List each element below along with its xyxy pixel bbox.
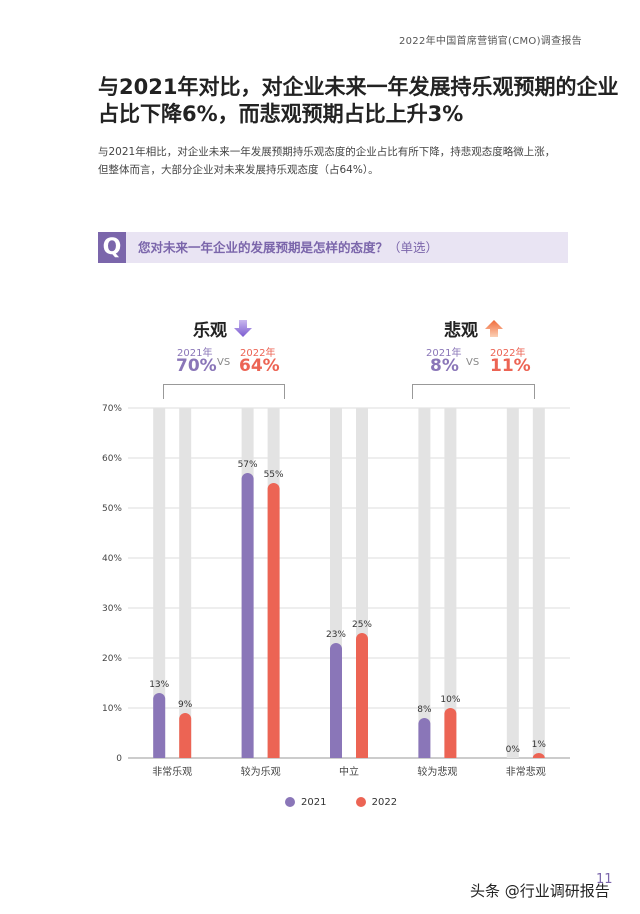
optimistic-heading: 乐观 xyxy=(193,316,253,341)
y-tick-label: 40% xyxy=(102,554,122,564)
bar-2021 xyxy=(418,718,431,758)
bar-2022 xyxy=(532,753,545,758)
legend-label-2021: 2021 xyxy=(301,797,327,808)
legend-item-2022: 2022 xyxy=(355,797,398,808)
page-number: 11 xyxy=(596,872,613,887)
x-category-label: 中立 xyxy=(339,765,359,778)
y-tick-label: 70% xyxy=(102,404,122,414)
optimistic-year-2022: 2022年 xyxy=(240,348,276,359)
legend-item-2021: 2021 xyxy=(285,797,326,808)
pessimistic-value-2022: 11% xyxy=(490,356,531,376)
y-tick-label: 60% xyxy=(102,454,122,464)
intro-paragraph: 与2021年相比，对企业未来一年发展预期持乐观态度的企业占比有所下降，持悲观态度… xyxy=(98,143,586,179)
pessimistic-year-2021: 2021年 xyxy=(426,348,462,359)
report-header: 2022年中国首席营销官(CMO)调查报告 xyxy=(398,36,582,47)
page-title-line-1: 与2021年对比，对企业未来一年发展持乐观预期的企业 xyxy=(98,75,619,99)
optimistic-vs: VS xyxy=(217,357,231,368)
pessimistic-year-2022: 2022年 xyxy=(490,348,526,359)
question-badge: Q xyxy=(98,232,126,263)
optimistic-value-2022: 64% xyxy=(239,356,280,376)
bar-track xyxy=(444,408,457,758)
page-title-line-2: 占比下降6%，而悲观预期占比上升3% xyxy=(98,102,464,126)
bar-2022 xyxy=(444,708,457,758)
y-tick-label: 10% xyxy=(102,704,122,714)
y-tick-label: 50% xyxy=(102,504,122,514)
bar-track xyxy=(418,408,431,758)
pessimistic-label: 悲观 xyxy=(444,321,478,341)
legend-swatch-2021 xyxy=(285,797,295,807)
optimistic-bracket xyxy=(163,384,285,399)
bar-track xyxy=(532,408,545,758)
legend-swatch-2022 xyxy=(355,797,366,807)
optimistic-year-2021: 2021年 xyxy=(177,348,213,359)
bar-track xyxy=(153,408,166,758)
bar-2021 xyxy=(241,473,254,758)
y-tick-label: 0 xyxy=(116,754,122,764)
pessimistic-value-2021: 8% xyxy=(430,356,459,376)
optimistic-value-2021: 70% xyxy=(176,356,217,376)
legend-label-2022: 2022 xyxy=(371,797,398,808)
x-category-label: 非常悲观 xyxy=(506,765,546,778)
bar-2021 xyxy=(330,643,342,758)
pessimistic-bracket xyxy=(412,384,535,399)
bars xyxy=(153,473,545,758)
arrow-up-icon xyxy=(484,320,503,337)
gridlines xyxy=(128,407,570,759)
bar-track xyxy=(506,408,519,758)
data-label-2022: 10% xyxy=(440,695,460,705)
data-label-2022: 55% xyxy=(264,470,284,480)
x-category-label: 非常乐观 xyxy=(152,765,192,778)
y-tick-label: 30% xyxy=(102,604,122,614)
intro-line-2: 但整体而言，大部分企业对未来发展持乐观态度（占64%）。 xyxy=(98,164,379,176)
axis-labels: 0 10% 20% 30% 40% 50% 60% 70% 非常乐观 较为乐观 中立 较为悲观 非常悲观 xyxy=(102,404,546,778)
page-title: 与2021年对比，对企业未来一年发展持乐观预期的企业 占比下降6%，而悲观预期占… xyxy=(98,74,619,128)
x-category-label: 较为乐观 xyxy=(241,765,281,778)
bar-2022 xyxy=(179,713,192,758)
legend: 2021 2022 xyxy=(285,797,423,809)
optimistic-label: 乐观 xyxy=(193,321,227,341)
question-text: 您对未来一年企业的发展预期是怎样的态度？（单选） xyxy=(138,232,438,263)
data-label-2021: 23% xyxy=(326,630,346,640)
data-label-2022: 1% xyxy=(532,740,547,750)
bar-2022 xyxy=(356,633,368,758)
watermark: 头条 @行业调研报告 xyxy=(470,882,610,900)
pessimistic-heading: 悲观 xyxy=(444,316,504,341)
pessimistic-vs: VS xyxy=(466,357,480,368)
data-label-2022: 25% xyxy=(352,620,372,630)
y-tick-label: 20% xyxy=(102,654,122,664)
bar-track xyxy=(179,408,192,758)
data-label-2021: 8% xyxy=(417,705,432,715)
data-labels: 13% 9% 57% 55% 23% 25% 8% 10% 0% 1% xyxy=(149,460,546,755)
data-label-2021: 0% xyxy=(506,745,521,755)
data-label-2021: 13% xyxy=(149,680,169,690)
question-main: 您对未来一年企业的发展预期是怎样的态度？ xyxy=(138,240,389,255)
question-note: （单选） xyxy=(388,240,439,255)
bar-2022 xyxy=(267,483,280,758)
data-label-2022: 9% xyxy=(178,700,193,710)
x-category-label: 较为悲观 xyxy=(417,765,457,778)
data-label-2021: 57% xyxy=(238,460,258,470)
arrow-down-icon xyxy=(233,320,252,337)
intro-line-1: 与2021年相比，对企业未来一年发展预期持乐观态度的企业占比有所下降，持悲观态度… xyxy=(98,146,556,158)
question-banner: Q 您对未来一年企业的发展预期是怎样的态度？（单选） xyxy=(98,232,568,263)
bar-2021 xyxy=(153,693,166,758)
bar-tracks xyxy=(153,408,545,758)
